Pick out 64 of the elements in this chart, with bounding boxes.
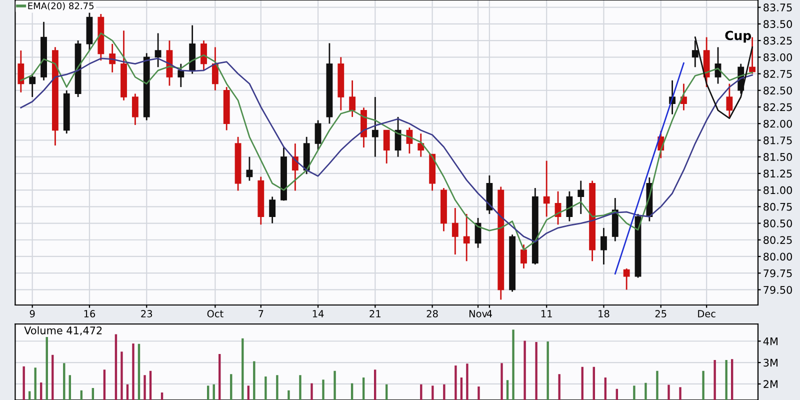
candlestick <box>132 93 138 126</box>
candlestick <box>600 227 607 266</box>
candlestick <box>452 207 458 256</box>
y-tick-label: 82.25 <box>764 103 792 112</box>
candlestick <box>246 156 253 182</box>
y-tick-label: 83.00 <box>764 53 792 62</box>
y-tick-label: 81.75 <box>764 136 792 144</box>
y-tick-label: 3M <box>764 358 778 367</box>
candlestick <box>418 132 424 158</box>
candlestick <box>543 160 550 218</box>
candlestick <box>314 120 322 151</box>
candlestick <box>680 83 687 111</box>
x-tick-label: 4 <box>486 310 492 318</box>
candlestick <box>726 83 733 118</box>
y-tick-label: 82.75 <box>764 70 792 78</box>
candlestick <box>578 180 584 215</box>
candlestick <box>212 46 218 92</box>
y-tick-label: 2M <box>764 380 778 388</box>
y-tick-label: 81.00 <box>764 186 792 194</box>
y-tick-label: 4M <box>763 337 778 346</box>
y-tick-label: 81.25 <box>764 170 792 178</box>
candlestick <box>269 196 276 224</box>
x-tick-label: Oct <box>207 310 224 318</box>
candlestick <box>623 268 630 290</box>
candlestick <box>200 40 207 72</box>
x-tick-label: 21 <box>370 310 380 318</box>
candlestick <box>178 63 184 88</box>
x-tick-label: Dec <box>698 310 716 318</box>
x-tick-label: 14 <box>312 310 324 318</box>
x-tick-label: 11 <box>541 310 552 318</box>
candlestick <box>520 244 527 270</box>
x-tick-label: 9 <box>30 310 35 318</box>
y-tick-label: 81.50 <box>764 153 792 161</box>
y-tick-label: 80.75 <box>764 202 792 211</box>
candlestick <box>18 50 24 94</box>
candlestick <box>154 32 162 68</box>
candlestick <box>383 130 390 164</box>
x-tick-label: 18 <box>598 310 610 318</box>
candlestick <box>349 80 356 118</box>
candlestick <box>749 36 756 74</box>
candlestick <box>372 96 378 158</box>
candlestick <box>29 73 36 98</box>
y-tick-label: 83.75 <box>764 4 792 12</box>
annotation: Cup <box>725 30 752 43</box>
y-tick-label: 80.50 <box>764 219 792 228</box>
y-tick-label: 83.50 <box>764 20 792 28</box>
x-tick-label: 25 <box>655 310 666 318</box>
y-tick-label: 80.00 <box>764 252 792 261</box>
x-tick-label: 23 <box>141 310 152 318</box>
x-tick-label: 16 <box>84 310 96 318</box>
line-series <box>614 62 684 274</box>
candlestick <box>566 190 573 222</box>
x-tick-label: Nov <box>469 310 488 318</box>
y-tick-label: 82.50 <box>764 86 792 94</box>
x-tick-label: 28 <box>426 310 438 318</box>
candlestick <box>463 213 470 262</box>
x-tick-label: 7 <box>258 310 264 318</box>
legend-label: EMA(20) 82.75 <box>28 2 94 10</box>
y-tick-label: 79.50 <box>764 286 792 294</box>
y-tick-label: 79.75 <box>764 269 792 278</box>
y-tick-label: 82.00 <box>764 120 792 128</box>
y-tick-label: 80.25 <box>764 236 792 244</box>
y-tick-label: 83.25 <box>764 36 792 45</box>
annotation: Volume 41,472 <box>24 326 102 336</box>
